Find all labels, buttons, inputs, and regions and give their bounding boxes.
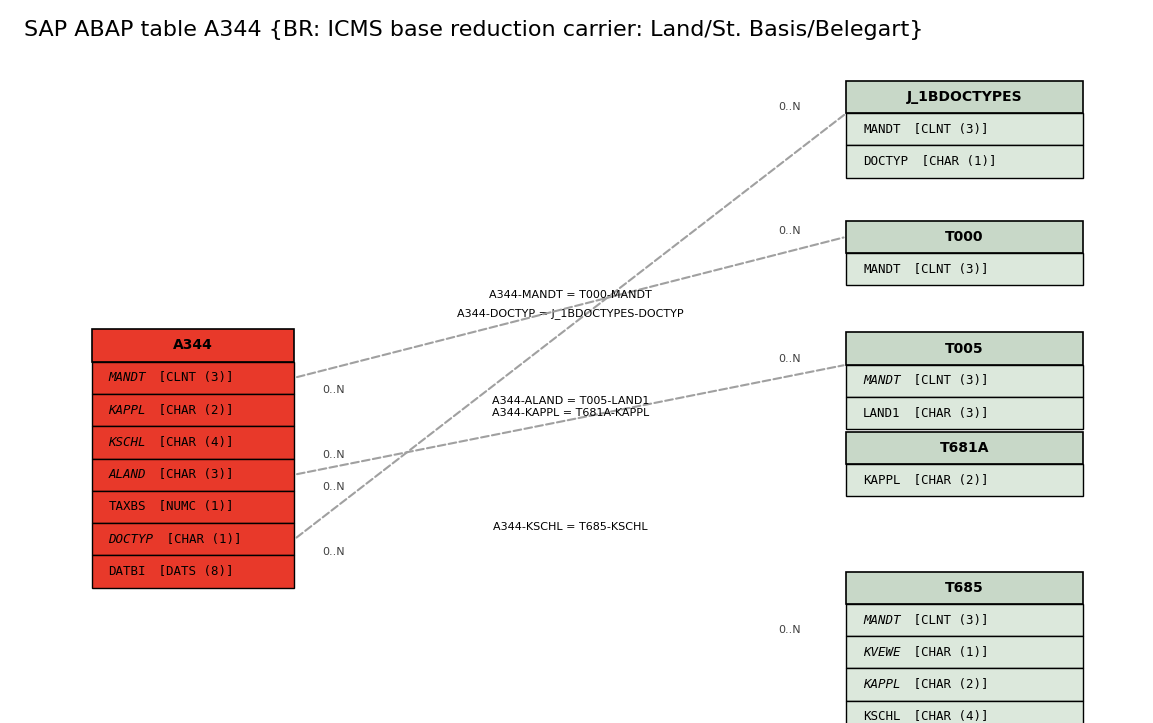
Bar [91, 555, 294, 588]
Text: [CHAR (4)]: [CHAR (4)] [151, 436, 234, 449]
Text: MANDT: MANDT [864, 262, 900, 275]
Text: [CHAR (2)]: [CHAR (2)] [906, 474, 988, 487]
Text: KSCHL: KSCHL [864, 711, 900, 723]
Text: [CLNT (3)]: [CLNT (3)] [906, 375, 988, 388]
Text: DATBI: DATBI [108, 565, 146, 578]
Text: [DATS (8)]: [DATS (8)] [151, 565, 234, 578]
Bar [846, 145, 1083, 178]
Bar [846, 253, 1083, 286]
Text: [CLNT (3)]: [CLNT (3)] [906, 123, 988, 136]
Text: T005: T005 [945, 341, 984, 356]
Text: MANDT: MANDT [864, 375, 900, 388]
Bar [846, 432, 1083, 464]
Bar [846, 572, 1083, 604]
Bar [91, 458, 294, 491]
Bar [846, 636, 1083, 669]
Bar [846, 464, 1083, 497]
Text: MANDT: MANDT [864, 614, 900, 627]
Text: 0..N: 0..N [323, 385, 345, 395]
Text: T000: T000 [945, 230, 984, 244]
Text: [CHAR (3)]: [CHAR (3)] [151, 469, 234, 482]
Text: KSCHL: KSCHL [108, 436, 146, 449]
Text: 0..N: 0..N [778, 354, 801, 364]
Bar [91, 427, 294, 458]
Text: MANDT: MANDT [864, 123, 900, 136]
Text: A344-KSCHL = T685-KSCHL: A344-KSCHL = T685-KSCHL [493, 522, 648, 532]
Text: A344-ALAND = T005-LAND1
A344-KAPPL = T681A-KAPPL: A344-ALAND = T005-LAND1 A344-KAPPL = T68… [491, 396, 649, 418]
Text: 0..N: 0..N [323, 450, 345, 460]
Bar [91, 491, 294, 523]
Bar [91, 523, 294, 555]
Text: KAPPL: KAPPL [864, 678, 900, 691]
Text: [CHAR (2)]: [CHAR (2)] [151, 403, 234, 416]
Bar [846, 604, 1083, 636]
Text: [CHAR (1)]: [CHAR (1)] [914, 155, 996, 168]
Bar [91, 330, 294, 362]
Text: T685: T685 [945, 581, 984, 595]
Text: [CLNT (3)]: [CLNT (3)] [906, 262, 988, 275]
Text: KAPPL: KAPPL [108, 403, 146, 416]
Text: KAPPL: KAPPL [864, 474, 900, 487]
Text: DOCTYP: DOCTYP [864, 155, 909, 168]
Text: 0..N: 0..N [778, 102, 801, 112]
Bar [846, 221, 1083, 253]
Text: MANDT: MANDT [108, 372, 146, 385]
Text: [CHAR (3)]: [CHAR (3)] [906, 407, 988, 419]
Text: A344-DOCTYP = J_1BDOCTYPES-DOCTYP: A344-DOCTYP = J_1BDOCTYPES-DOCTYP [457, 309, 684, 320]
Text: T681A: T681A [940, 441, 989, 455]
Bar [91, 362, 294, 394]
Text: [CHAR (4)]: [CHAR (4)] [906, 711, 988, 723]
Text: 0..N: 0..N [778, 226, 801, 236]
Text: SAP ABAP table A344 {BR: ICMS base reduction carrier: Land/St. Basis/Belegart}: SAP ABAP table A344 {BR: ICMS base reduc… [24, 20, 924, 40]
Text: ALAND: ALAND [108, 469, 146, 482]
Text: 0..N: 0..N [323, 482, 345, 492]
Text: A344: A344 [173, 338, 213, 353]
Bar [846, 114, 1083, 145]
Text: [CLNT (3)]: [CLNT (3)] [906, 614, 988, 627]
Text: [CHAR (2)]: [CHAR (2)] [906, 678, 988, 691]
Bar [846, 397, 1083, 429]
Text: DOCTYP: DOCTYP [108, 533, 153, 546]
Text: A344-MANDT = T000-MANDT: A344-MANDT = T000-MANDT [489, 290, 651, 300]
Bar [846, 364, 1083, 397]
Text: [CHAR (1)]: [CHAR (1)] [906, 646, 988, 659]
Text: KVEWE: KVEWE [864, 646, 900, 659]
Text: 0..N: 0..N [778, 625, 801, 635]
Text: 0..N: 0..N [323, 547, 345, 557]
Text: [CHAR (1)]: [CHAR (1)] [159, 533, 242, 546]
Bar [846, 81, 1083, 114]
Text: TAXBS: TAXBS [108, 500, 146, 513]
Bar [91, 394, 294, 427]
Bar [846, 333, 1083, 364]
Text: LAND1: LAND1 [864, 407, 900, 419]
Text: [CLNT (3)]: [CLNT (3)] [151, 372, 234, 385]
Bar [846, 669, 1083, 701]
Text: [NUMC (1)]: [NUMC (1)] [151, 500, 234, 513]
Bar [846, 701, 1083, 723]
Text: J_1BDOCTYPES: J_1BDOCTYPES [906, 90, 1023, 104]
